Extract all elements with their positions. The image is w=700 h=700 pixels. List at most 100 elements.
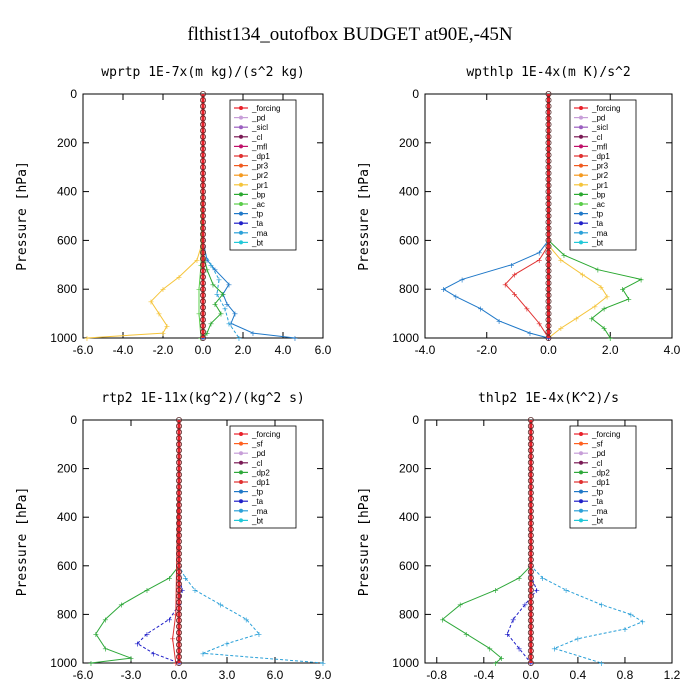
series-point-forcing: [199, 249, 206, 256]
series-point-forcing: [199, 255, 206, 262]
series-point-forcing: [545, 292, 552, 299]
series-point-forcing: [199, 231, 206, 238]
series-point-forcing: [199, 91, 206, 98]
series-point-bp: +: [595, 266, 602, 275]
series-point-dp1: +: [545, 334, 552, 343]
series-line-pr1: [86, 94, 204, 339]
series-point-forcing: [527, 526, 534, 533]
series-point-forcing: [545, 97, 552, 104]
series-line-dp1: [172, 419, 180, 664]
x-tick-label: 9.0: [315, 668, 332, 682]
series-point-forcing: [199, 219, 206, 226]
legend-label-bt: _bt: [251, 516, 264, 525]
series-point-dp1: +: [524, 305, 531, 314]
series-point-forcing: [175, 544, 182, 551]
x-tick-label: 0.0: [523, 668, 540, 682]
series-point-dp2: +: [498, 654, 505, 663]
series-point-ta: +: [516, 644, 523, 653]
series-point-forcing: [175, 514, 182, 521]
series-point-forcing: [545, 225, 552, 232]
series-point-forcing: [545, 273, 552, 280]
series-point-ma: +: [236, 334, 243, 343]
x-tick-label: -6.0: [73, 343, 94, 357]
legend-label-dp2: _dp2: [251, 468, 270, 477]
series-point-forcing: [527, 489, 534, 496]
legend-label-sicl: _sicl: [591, 123, 608, 132]
y-tick-label: 400: [57, 510, 77, 524]
y-tick-label: 600: [399, 233, 419, 247]
series-point-pr1: +: [156, 310, 163, 319]
series-point-bp: +: [208, 319, 215, 328]
series-point-bp: +: [588, 314, 595, 323]
series-point-dp2: +: [102, 615, 109, 624]
series-point-forcing: [175, 574, 182, 581]
series-point-ma: +: [243, 615, 250, 624]
series-line-dp2: [441, 420, 532, 664]
series-point-forcing: [199, 139, 206, 146]
y-tick-label: 200: [399, 136, 419, 150]
series-point-pr1: +: [579, 271, 586, 280]
chart-panel-3: rtp2 1E-11x(kg^2)/(kg^2 s) Pressure [hPa]…: [15, 391, 332, 682]
legend-label-pr3: _pr3: [591, 162, 609, 171]
panel-title: wprtp 1E-7x(m kg)/(s^2 kg): [101, 65, 305, 80]
series-point-ma: +: [208, 261, 215, 270]
series-point-forcing: [545, 286, 552, 293]
y-axis-label: Pressure [hPa]: [15, 487, 30, 597]
series-point-tp: +: [527, 329, 534, 338]
series-point-forcing: [545, 127, 552, 134]
legend-marker-bt: [579, 240, 583, 245]
series-point-dp2: +: [102, 644, 109, 653]
series-point-forcing: [527, 556, 534, 563]
series-point-forcing: [175, 483, 182, 490]
legend-marker-tp: [239, 489, 243, 494]
legend-label-ta: _ta: [591, 497, 604, 506]
legend-marker-forcing: [579, 106, 583, 110]
series-point-forcing: [545, 322, 552, 329]
series-point-forcing: [199, 182, 206, 189]
legend-label-pd: _pd: [251, 449, 265, 458]
series-line-dp1: [504, 94, 549, 339]
legend-label-mfl: _mfl: [251, 142, 267, 151]
series-point-tp: +: [440, 285, 447, 294]
legend-label-pd: _pd: [591, 114, 605, 123]
series-point-forcing: [175, 629, 182, 636]
legend: _forcing_sf_pd_cl_dp2_dp1_tp_ta_ma_bt: [229, 425, 297, 529]
legend-marker-dp1: [239, 154, 243, 158]
y-axis-label: Pressure [hPa]: [357, 161, 372, 271]
series-point-forcing: [527, 520, 534, 527]
series-point-dp2: +: [492, 586, 499, 595]
legend-marker-dp2: [239, 470, 243, 475]
series-point-forcing: [527, 532, 534, 539]
series-point-dp1: +: [511, 290, 518, 299]
series-point-forcing: [545, 91, 552, 98]
series-point-forcing: [199, 97, 206, 104]
series-point-forcing: [175, 556, 182, 563]
series-point-forcing: [175, 599, 182, 606]
series-point-ma: +: [639, 618, 646, 627]
legend-label-dp1: _dp1: [591, 478, 610, 487]
x-tick-label: 2.0: [235, 343, 252, 357]
plot-frame: [82, 419, 324, 664]
series-point-forcing: [545, 334, 552, 341]
y-tick-label: 0: [412, 413, 419, 427]
series-point-forcing: [545, 267, 552, 274]
legend-label-cl: _cl: [251, 133, 262, 142]
series-point-forcing: [175, 550, 182, 557]
series-point-forcing: [175, 587, 182, 594]
series-point-forcing: [545, 151, 552, 158]
series-point-ta: +: [166, 615, 173, 624]
series-point-forcing: [527, 647, 534, 654]
series-point-forcing: [527, 623, 534, 630]
series-point-forcing: [527, 574, 534, 581]
series-point-forcing: [545, 188, 552, 195]
series-point-dp2: +: [463, 630, 470, 639]
series-point-pr1: +: [160, 329, 167, 338]
series-point-forcing: [175, 526, 182, 533]
legend-label-pd: _pd: [591, 449, 605, 458]
series-point-forcing: [175, 605, 182, 612]
series-point-bp: +: [619, 285, 626, 294]
series-point-forcing: [527, 423, 534, 430]
x-tick-label: -4.0: [415, 343, 436, 357]
series-point-pr1: +: [591, 302, 598, 311]
series-point-ac: +: [196, 310, 203, 319]
